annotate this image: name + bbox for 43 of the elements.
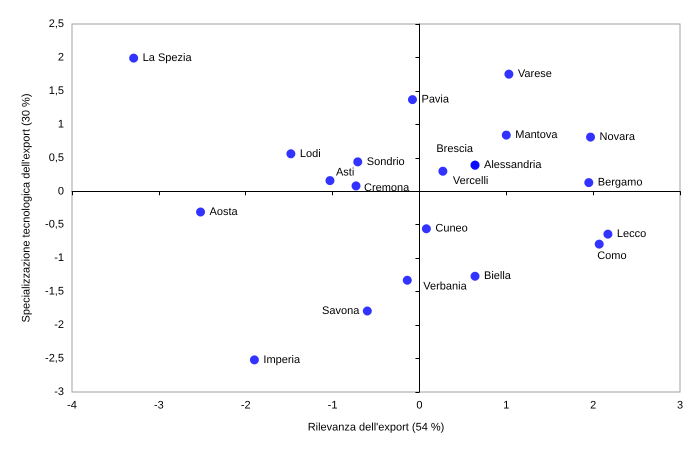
- annotation: La Spezia: [142, 52, 192, 64]
- y-tick-label: 0,5: [48, 152, 64, 164]
- annotation: Varese: [518, 68, 552, 80]
- y-tick-label: -0,5: [45, 218, 64, 231]
- x-tick-label: -3: [154, 400, 164, 412]
- x-tick-label: -4: [67, 400, 77, 412]
- annotation: Cremona: [364, 182, 410, 194]
- annotation: Lecco: [616, 228, 646, 240]
- annotation: Savona: [322, 305, 360, 318]
- y-tick-label: -1,5: [45, 286, 64, 298]
- annotation: Mantova: [515, 129, 558, 142]
- annotation: Biella: [484, 270, 512, 282]
- annotation: Sondrio: [366, 156, 405, 168]
- x-tick-label: -1: [328, 400, 338, 412]
- annotation: Como: [597, 250, 627, 262]
- y-tick-label: -2,5: [45, 352, 64, 365]
- x-tick-label: 2: [590, 400, 596, 412]
- y-axis-title: Specializzazione tecnologica dell'export (30 %): [20, 94, 32, 322]
- x-tick-label: 0: [416, 400, 422, 412]
- y-tick-label: 1: [58, 118, 64, 130]
- x-tick-label: 1: [503, 400, 510, 412]
- annotation: Novara: [600, 131, 636, 144]
- annotation: Cuneo: [435, 222, 468, 235]
- y-tick-label: 2,5: [48, 18, 64, 30]
- annotation: Alessandria: [484, 159, 542, 172]
- annotation: Bergamo: [598, 176, 642, 189]
- y-tick-label: -2: [54, 319, 64, 332]
- annotation: Aosta: [210, 206, 239, 218]
- y-tick-label: 0: [58, 185, 64, 198]
- annotation: Asti: [336, 166, 354, 179]
- annotation: Lodi: [300, 148, 321, 160]
- annotation: Vercelli: [452, 175, 488, 188]
- annotation: Brescia: [436, 143, 474, 156]
- annotation: Verbania: [423, 280, 468, 292]
- y-tick-label: -1: [54, 252, 64, 264]
- y-tick-label: -3: [54, 386, 64, 398]
- annotation: Imperia: [263, 354, 301, 366]
- x-axis-title: Rilevanza dell'export (54 %): [308, 422, 444, 434]
- y-tick-label: 2: [58, 51, 64, 64]
- annotation: Pavia: [421, 94, 450, 106]
- y-tick-label: 1,5: [48, 84, 64, 97]
- x-tick-label: -2: [240, 400, 251, 412]
- x-tick-label: 3: [676, 400, 684, 412]
